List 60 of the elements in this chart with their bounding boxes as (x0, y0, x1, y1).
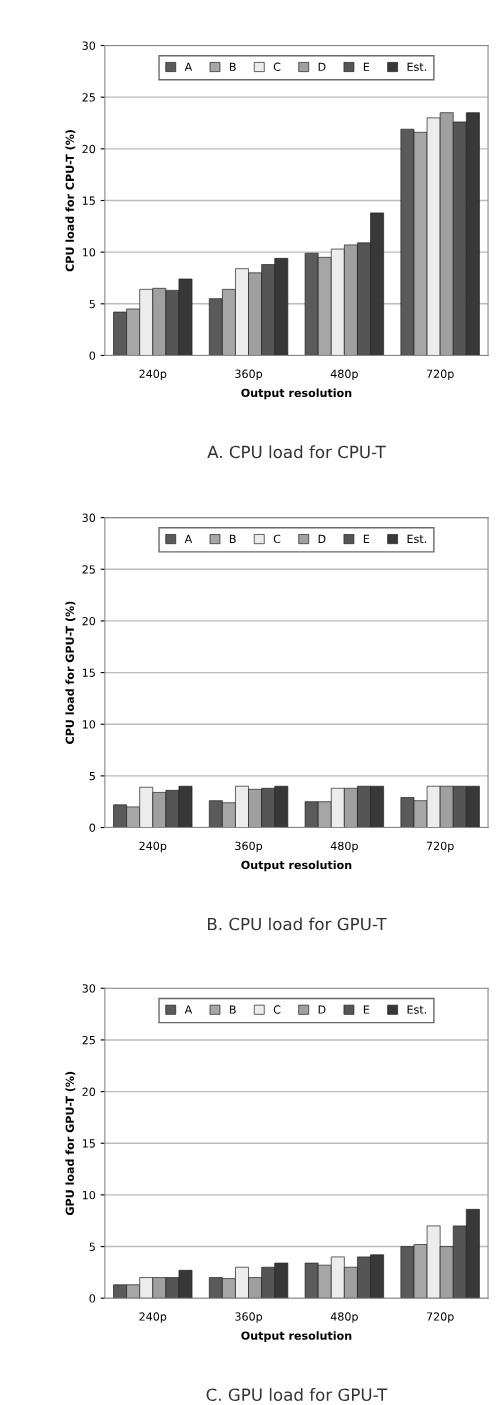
y-axis-title: CPU load for CPU-T (%) (65, 130, 76, 272)
x-tick-label: 240p (139, 841, 167, 853)
x-tick-label: 240p (139, 1312, 167, 1323)
y-tick-label: 20 (82, 616, 96, 626)
x-tick-label: 360p (235, 1312, 263, 1323)
y-tick-label: 25 (82, 565, 95, 574)
y-tick-label: 25 (82, 93, 95, 102)
legend-label: B (229, 1005, 236, 1014)
legend-label: D (318, 534, 326, 543)
x-tick-label: 480p (330, 369, 358, 381)
legend-label: C (273, 534, 281, 544)
x-axis-title: Output resolution (241, 860, 352, 872)
y-tick-label: 10 (82, 248, 96, 257)
y-tick-label: 30 (82, 41, 96, 50)
y-tick-label: 20 (82, 1087, 96, 1096)
x-tick-label: 240p (139, 369, 167, 381)
text: A. CPU load for CPU-T (207, 445, 386, 459)
x-tick-label: 480p (330, 841, 358, 853)
x-tick-label: 360p (235, 369, 263, 381)
legend-label: A (184, 534, 193, 543)
y-axis-title: GPU load for GPU-T (%) (65, 1071, 76, 1216)
legend-label: Est. (407, 62, 426, 71)
x-tick-label: 480p (330, 1312, 358, 1323)
legend-label: Est. (407, 534, 426, 544)
y-tick-label: 5 (89, 1242, 95, 1251)
legend-label: D (318, 1005, 326, 1014)
y-tick-label: 10 (82, 720, 96, 729)
legend-label: B (229, 62, 236, 71)
legend-label: E (363, 534, 370, 543)
text: B. CPU load for GPU-T (208, 917, 387, 931)
legend-label: E (363, 1005, 370, 1014)
x-axis-title: Output resolution (241, 388, 352, 400)
y-tick-label: 15 (82, 196, 95, 205)
y-tick-label: 15 (82, 668, 95, 677)
y-tick-label: 5 (89, 772, 95, 781)
y-tick-label: 5 (89, 299, 95, 309)
x-axis-title: Output resolution (241, 1331, 352, 1342)
y-tick-label: 25 (82, 1035, 95, 1045)
x-tick-label: 720p (426, 841, 454, 853)
x-tick-label: 720p (426, 1312, 454, 1323)
y-tick-label: 15 (82, 1139, 95, 1148)
y-tick-label: 30 (82, 984, 96, 993)
legend-label: A (184, 62, 193, 71)
y-tick-label: 20 (82, 144, 96, 154)
legend-label: A (184, 1005, 193, 1014)
y-tick-label: 0 (89, 351, 96, 360)
y-tick-label: 0 (89, 1294, 96, 1303)
legend-label: B (229, 534, 236, 543)
legend-label: E (363, 62, 370, 71)
legend-label: Est. (407, 1005, 426, 1014)
y-axis-title: CPU load for GPU-T (%) (65, 601, 76, 744)
y-tick-label: 10 (82, 1190, 96, 1200)
x-tick-label: 360p (235, 841, 263, 853)
x-tick-label: 720p (426, 369, 454, 381)
legend-label: C (273, 62, 281, 71)
legend-label: D (318, 62, 326, 71)
text: C. GPU load for GPU-T (206, 1388, 388, 1401)
y-tick-label: 0 (89, 823, 96, 832)
legend-label: C (273, 1005, 281, 1014)
y-tick-label: 30 (82, 513, 96, 522)
